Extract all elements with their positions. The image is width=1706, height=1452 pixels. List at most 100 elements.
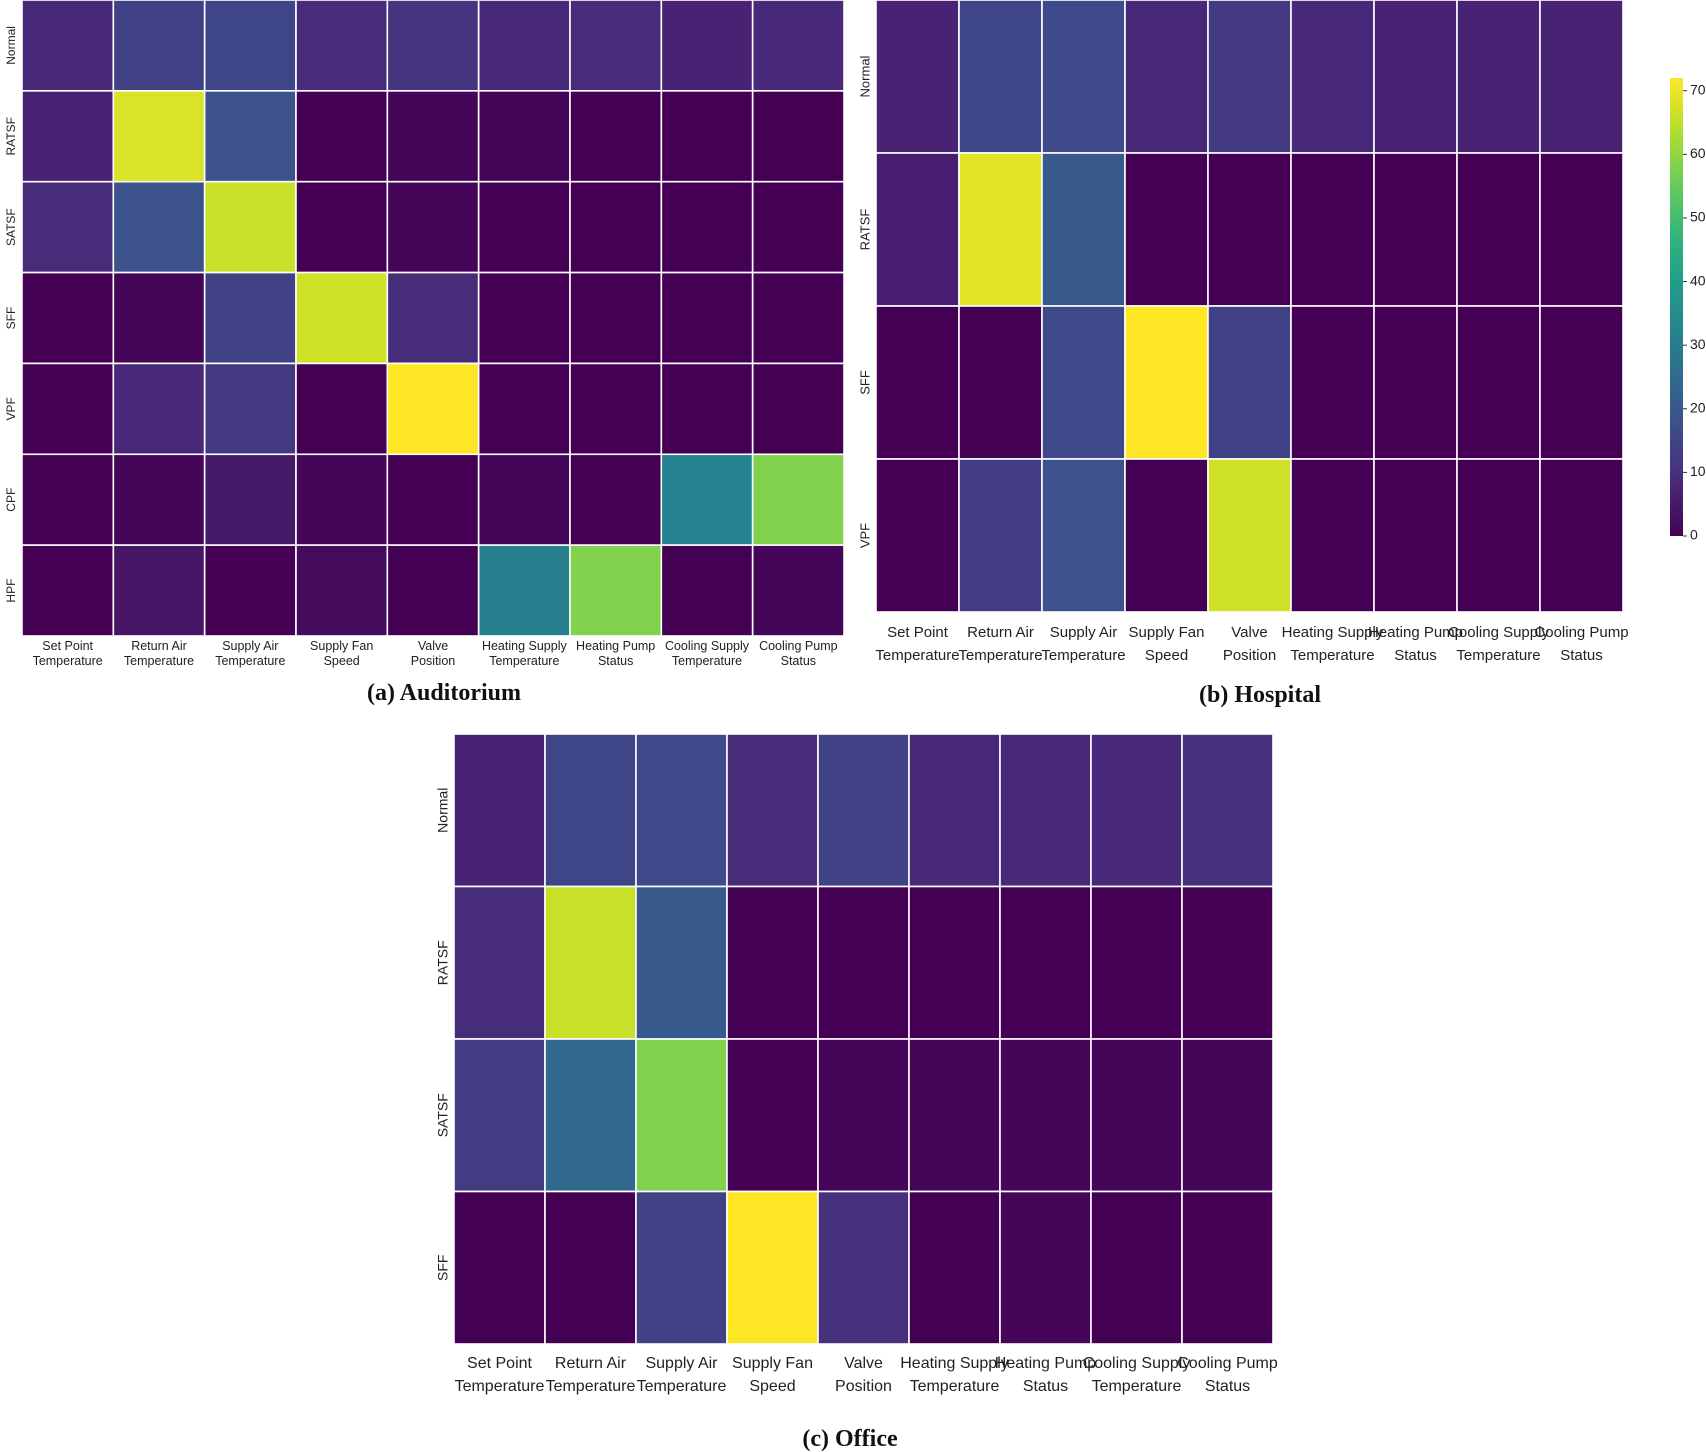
cell-r2-c8: [751, 180, 845, 274]
cell-r2-c5: [908, 1038, 1001, 1193]
cell-r3-c3: [295, 271, 389, 365]
cell-r1-c0: [875, 152, 960, 307]
y-tick-label: RATSF: [857, 209, 872, 251]
cell-r1-c8: [1181, 885, 1274, 1040]
cell-r2-c3: [1124, 305, 1209, 460]
cell-r4-c8: [751, 362, 845, 456]
cell-r3-c6: [999, 1190, 1092, 1345]
cell-r1-c2: [1041, 152, 1126, 307]
cell-r1-c6: [569, 90, 663, 183]
cell-r2-c5: [477, 180, 571, 274]
cell-r5-c4: [386, 453, 480, 546]
cell-r3-c8: [1181, 1190, 1274, 1345]
cell-r0-c8: [1539, 0, 1624, 154]
cell-r6-c8: [751, 544, 845, 637]
panel-caption: (a) Auditorium: [367, 680, 521, 706]
x-tick-label: Cooling Pump Status: [1534, 624, 1628, 664]
cell-r1-c4: [386, 90, 480, 183]
cell-r2-c7: [660, 180, 754, 274]
cell-r0-c1: [544, 733, 637, 888]
cell-r0-c5: [1290, 0, 1375, 154]
cell-r0-c2: [203, 0, 297, 92]
cell-r2-c2: [1041, 305, 1126, 460]
y-tick-label: SFF: [435, 1255, 451, 1281]
cell-r5-c0: [21, 453, 115, 546]
cell-r2-c1: [544, 1038, 637, 1193]
cell-r4-c1: [112, 362, 206, 456]
cell-r0-c1: [958, 0, 1043, 154]
colorbar-tick-label: 50: [1690, 209, 1706, 225]
y-tick-label: VPF: [4, 397, 18, 420]
x-tick-label: Return Air Temperature: [958, 624, 1042, 664]
cell-r0-c3: [1124, 0, 1209, 154]
cell-r3-c3: [726, 1190, 819, 1345]
y-tick-label: SFF: [4, 307, 18, 330]
cell-r0-c4: [1207, 0, 1292, 154]
x-tick-label: Supply Fan Speed: [1129, 624, 1205, 664]
cell-r1-c8: [1539, 152, 1624, 307]
x-tick-label: Set Point Temperature: [33, 639, 103, 668]
cell-r6-c3: [295, 544, 389, 637]
colorbar-tick-label: 10: [1690, 463, 1706, 479]
cell-r0-c5: [908, 733, 1001, 888]
x-tick-label: Cooling Supply Temperature: [665, 639, 750, 668]
cell-r3-c2: [203, 271, 297, 365]
cell-r4-c6: [569, 362, 663, 456]
cell-r5-c3: [295, 453, 389, 546]
cell-r3-c7: [1090, 1190, 1183, 1345]
colorbar-gradient: [1670, 78, 1683, 536]
cell-r2-c2: [203, 180, 297, 274]
cell-r5-c5: [477, 453, 571, 546]
cell-r6-c2: [203, 544, 297, 637]
cell-r0-c0: [453, 733, 546, 888]
x-tick-label: Set Point Temperature: [875, 624, 959, 664]
cell-r1-c1: [958, 152, 1043, 307]
cell-r0-c8: [751, 0, 845, 92]
y-tick-label: SATSF: [4, 208, 18, 246]
cell-r1-c7: [1456, 152, 1541, 307]
x-tick-label: Cooling Supply Temperature: [1448, 624, 1549, 664]
cell-r0-c2: [1041, 0, 1126, 154]
x-tick-label: Valve Position: [1223, 624, 1276, 664]
cell-r1-c7: [660, 90, 754, 183]
cell-r6-c7: [660, 544, 754, 637]
x-tick-label: Heating Supply Temperature: [482, 639, 568, 668]
x-tick-label: Heating Pump Status: [576, 639, 655, 668]
cell-r3-c3: [1124, 458, 1209, 613]
y-tick-label: SATSF: [435, 1093, 451, 1137]
cell-r5-c7: [660, 453, 754, 546]
cell-r6-c6: [569, 544, 663, 637]
cell-r2-c1: [958, 305, 1043, 460]
cell-r0-c6: [1373, 0, 1458, 154]
x-tick-label: Return Air Temperature: [124, 639, 194, 668]
cell-r5-c1: [112, 453, 206, 546]
cell-r2-c8: [1181, 1038, 1274, 1193]
colorbar-tick-label: 70: [1690, 81, 1706, 97]
cell-r1-c5: [1290, 152, 1375, 307]
cell-r1-c2: [635, 885, 728, 1040]
cell-r1-c6: [1373, 152, 1458, 307]
cell-r2-c4: [386, 180, 480, 274]
cell-r3-c5: [908, 1190, 1001, 1345]
cell-r1-c4: [1207, 152, 1292, 307]
cell-r1-c2: [203, 90, 297, 183]
cell-r1-c7: [1090, 885, 1183, 1040]
cell-r6-c0: [21, 544, 115, 637]
x-tick-label: Heating Supply Temperature: [1282, 624, 1384, 664]
x-tick-label: Return Air Temperature: [546, 1355, 636, 1395]
y-tick-label: Normal: [435, 788, 451, 833]
cell-r2-c6: [1373, 305, 1458, 460]
cell-r0-c7: [1456, 0, 1541, 154]
cell-r2-c7: [1090, 1038, 1183, 1193]
x-tick-label: Supply Fan Speed: [732, 1355, 813, 1395]
x-tick-label: Cooling Pump Status: [759, 639, 838, 668]
cell-r2-c4: [817, 1038, 910, 1193]
cell-r0-c3: [295, 0, 389, 92]
cell-r3-c6: [1373, 458, 1458, 613]
cell-r4-c2: [203, 362, 297, 456]
colorbar-tick-label: 20: [1690, 399, 1706, 415]
cell-r0-c8: [1181, 733, 1274, 888]
cell-r0-c7: [1090, 733, 1183, 888]
x-tick-label: Supply Air Temperature: [1041, 624, 1125, 664]
cell-r3-c6: [569, 271, 663, 365]
